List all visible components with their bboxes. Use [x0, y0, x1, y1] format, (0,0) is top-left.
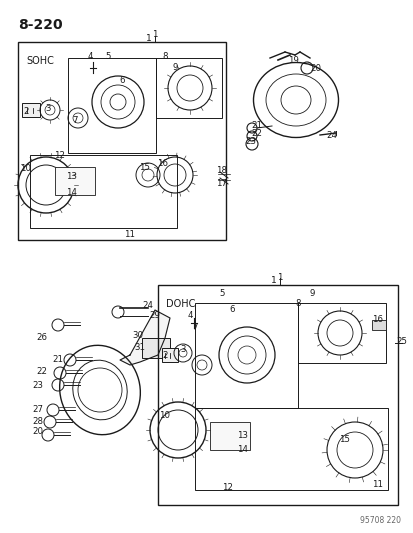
Text: 24: 24	[142, 301, 153, 310]
Text: 7: 7	[192, 324, 197, 333]
Text: 1: 1	[277, 272, 282, 281]
Text: 28: 28	[33, 417, 43, 426]
Text: 1: 1	[152, 29, 157, 38]
Text: 14: 14	[237, 446, 248, 455]
Text: 10: 10	[159, 410, 170, 419]
Bar	[209, 422, 249, 450]
Bar	[156, 58, 221, 118]
Bar	[297, 303, 385, 363]
Text: 4: 4	[87, 52, 93, 61]
Text: 19: 19	[287, 55, 298, 64]
Text: 15: 15	[339, 435, 350, 445]
Text: 22: 22	[36, 367, 47, 376]
Text: 13: 13	[66, 172, 77, 181]
Text: 23: 23	[245, 136, 256, 146]
Text: SOHC: SOHC	[26, 56, 54, 66]
Text: 15: 15	[139, 163, 150, 172]
Text: 95708 220: 95708 220	[359, 516, 400, 525]
Text: 27: 27	[33, 406, 43, 415]
Text: 2: 2	[162, 351, 167, 359]
Text: 5: 5	[219, 288, 224, 297]
Bar	[30, 155, 177, 228]
Text: 25: 25	[396, 337, 406, 346]
Text: DOHC: DOHC	[166, 299, 195, 309]
Text: 14: 14	[66, 188, 77, 197]
Bar	[195, 303, 297, 408]
Text: 11: 11	[372, 481, 382, 489]
Text: 3: 3	[45, 103, 51, 112]
Polygon shape	[120, 310, 170, 365]
Text: 26: 26	[36, 334, 47, 343]
Text: 24: 24	[326, 131, 337, 140]
Text: 16: 16	[372, 316, 382, 325]
Text: 1: 1	[271, 276, 276, 285]
Bar	[371, 320, 385, 330]
Bar	[18, 42, 225, 240]
Bar	[55, 167, 95, 195]
Text: 21: 21	[251, 120, 262, 130]
Text: 4: 4	[187, 311, 192, 319]
Text: 13: 13	[237, 431, 248, 440]
Text: 6: 6	[119, 76, 124, 85]
Text: 30: 30	[132, 330, 143, 340]
Text: 1: 1	[146, 34, 152, 43]
Text: 20: 20	[33, 427, 43, 437]
Text: 31: 31	[134, 343, 145, 352]
Text: 16: 16	[157, 158, 168, 167]
Text: 9: 9	[172, 62, 177, 71]
Text: 10: 10	[21, 164, 31, 173]
Text: 18: 18	[216, 166, 227, 174]
Bar	[68, 58, 156, 153]
Text: 2: 2	[23, 107, 28, 116]
Text: 8: 8	[294, 298, 300, 308]
Text: 21: 21	[52, 356, 63, 365]
Text: 11: 11	[124, 230, 135, 238]
Text: 20: 20	[310, 63, 321, 72]
Text: 5: 5	[105, 52, 111, 61]
Text: 7: 7	[72, 116, 78, 125]
Text: 3: 3	[180, 345, 185, 354]
Bar	[195, 408, 387, 490]
Bar	[142, 338, 170, 358]
Text: 9: 9	[309, 288, 314, 297]
Text: 17: 17	[216, 179, 227, 188]
Text: 23: 23	[33, 381, 43, 390]
Bar	[22, 103, 40, 117]
Text: 12: 12	[55, 150, 65, 159]
Text: 22: 22	[251, 128, 262, 138]
Text: 6: 6	[229, 305, 234, 314]
Text: 8-220: 8-220	[18, 18, 62, 32]
Bar	[161, 348, 178, 362]
Bar	[158, 285, 397, 505]
Text: 8: 8	[162, 52, 167, 61]
Text: 29: 29	[149, 311, 160, 319]
Text: 12: 12	[222, 483, 233, 492]
